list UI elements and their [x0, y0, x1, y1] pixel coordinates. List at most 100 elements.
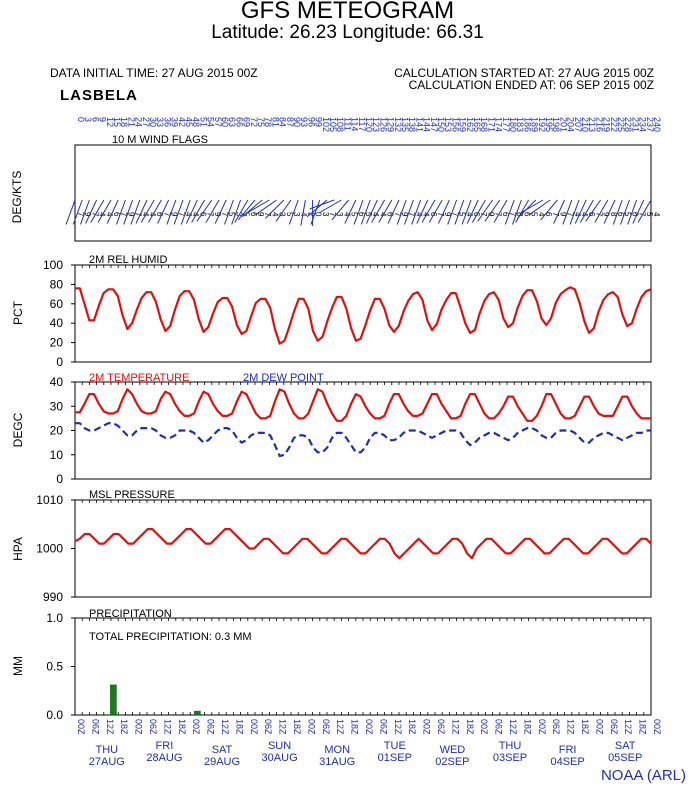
hour-offset-label: 204 [566, 117, 576, 132]
x-hour-label: 18Z [407, 719, 417, 735]
wind-speed-label: 7 [76, 212, 85, 217]
x-hour-label: 00Z [191, 719, 201, 735]
pres-y-tick-label: 1010 [36, 493, 63, 507]
wind-flag-staff [214, 199, 227, 224]
wind-speed-label: 9 [213, 212, 222, 217]
hour-offset-label: 75 [256, 117, 266, 127]
temp-series-line [75, 388, 651, 422]
wind-speed-label: 7 [177, 212, 186, 217]
pres-panel-frame [74, 499, 652, 598]
hour-offset-label: 147 [429, 117, 439, 132]
wind-flag-staff [331, 199, 349, 221]
x-day-of-week: SAT [212, 744, 233, 756]
wind-flag-staff [318, 199, 342, 214]
x-hour-label: 06Z [494, 719, 504, 735]
wind-flag-staff [466, 199, 479, 224]
rh-y-tick-label: 0 [56, 355, 63, 369]
wind-flag-staff [224, 199, 234, 225]
x-day-date: 27AUG [89, 756, 125, 768]
wind-flag-staff [241, 199, 263, 218]
wind-flag-staff [288, 199, 299, 225]
x-day-of-week: SAT [615, 740, 636, 752]
temp-panel-ylabel: DEGC [11, 412, 25, 447]
wind-speed-label: 6 [112, 212, 121, 217]
wind-flag-staff [365, 199, 378, 224]
wind-flag-staff [72, 199, 83, 225]
wind-flag-staff [484, 199, 501, 222]
wind-speed-label: 7 [134, 212, 143, 217]
hour-offset-label: 33 [155, 117, 165, 127]
x-day-of-week: THU [499, 740, 522, 752]
hour-offset-label: 174 [494, 117, 504, 132]
x-hour-label: 00Z [537, 719, 547, 735]
x-hour-label: 18Z [119, 719, 129, 735]
wind-speed-label: 6 [249, 212, 258, 217]
wind-flag-staff [173, 199, 184, 225]
wind-speed-label: 5 [364, 212, 373, 217]
wind-flag-staff [528, 199, 551, 216]
dewpoint-series-line [75, 422, 651, 458]
hour-offset-label: 150 [436, 117, 446, 132]
wind-speed-label: 3 [335, 212, 344, 217]
hour-offset-label: 135 [400, 117, 410, 132]
wind-flag-staff [627, 199, 638, 225]
wind-flag-staff [437, 199, 450, 224]
pres-series-line [74, 527, 652, 560]
hour-offset-label: 90 [292, 117, 302, 127]
wind-flag-staff [512, 199, 522, 225]
precip-bar [110, 684, 117, 716]
hour-offset-label: 177 [501, 117, 511, 132]
hour-offset-label: 96 [306, 117, 316, 127]
wind-speed-label: 6 [501, 212, 510, 217]
wind-flag-staff [504, 199, 515, 225]
wind-flag-staff [205, 199, 220, 223]
x-day-of-week: THU [95, 744, 118, 756]
x-hour-label: 18Z [638, 719, 648, 735]
wind-flag-staff [185, 199, 198, 224]
wind-speed-label: 9 [256, 212, 265, 217]
wind-flag-staff [310, 199, 321, 225]
wind-flag-staff [65, 199, 76, 225]
x-hour-label: 18Z [234, 719, 244, 735]
wind-flag-staff [404, 199, 414, 225]
hour-offset-label: 183 [515, 117, 525, 132]
wind-flag-staff [603, 199, 616, 224]
wind-flag-staff [135, 199, 148, 224]
hour-offset-label: 72 [249, 117, 259, 127]
wind-flag-staff [579, 199, 594, 223]
wind-speed-label: 5 [530, 212, 539, 217]
x-hour-label: 00Z [479, 719, 489, 735]
wind-flag-staff [180, 199, 191, 225]
wind-flag-staff [371, 199, 386, 223]
wind-flag-staff [447, 199, 458, 225]
rh-y-tick-label: 100 [43, 258, 63, 272]
x-day-date: 05SEP [608, 752, 642, 764]
wind-flag-staff [265, 199, 285, 219]
wind-speed-label: 6 [357, 212, 366, 217]
wind-speed-label: 6 [198, 212, 207, 217]
hour-offset-label: 105 [328, 117, 338, 132]
hour-offset-label: 129 [386, 117, 396, 132]
x-day-of-week: SUN [268, 740, 291, 752]
wind-flag-staff [246, 199, 270, 214]
precip-y-tick-label: 0.0 [46, 708, 63, 722]
init-time-text: DATA INITIAL TIME: 27 AUG 2015 00Z [50, 66, 258, 80]
hour-offset-label: 216 [594, 117, 604, 132]
x-hour-label: 18Z [522, 719, 532, 735]
wind-panel-ylabel: DEG/KTS [10, 171, 24, 224]
hour-offset-label: 186 [522, 117, 532, 132]
wind-flag-staff [344, 199, 357, 224]
hour-offset-label: 24 [134, 117, 144, 127]
wind-speed-label: 9 [400, 212, 409, 217]
hour-offset-label: 36 [162, 117, 172, 127]
hour-offset-label: 234 [638, 117, 648, 132]
wind-flag-staff [574, 199, 587, 224]
wind-speed-label: 4 [270, 212, 279, 217]
wind-flag-staff [191, 199, 206, 223]
wind-flag-staff [130, 199, 141, 225]
hour-offset-label: 153 [443, 117, 453, 132]
x-hour-label: 06Z [378, 719, 388, 735]
x-hour-label: 00Z [134, 719, 144, 735]
wind-speed-label: 6 [616, 212, 625, 217]
